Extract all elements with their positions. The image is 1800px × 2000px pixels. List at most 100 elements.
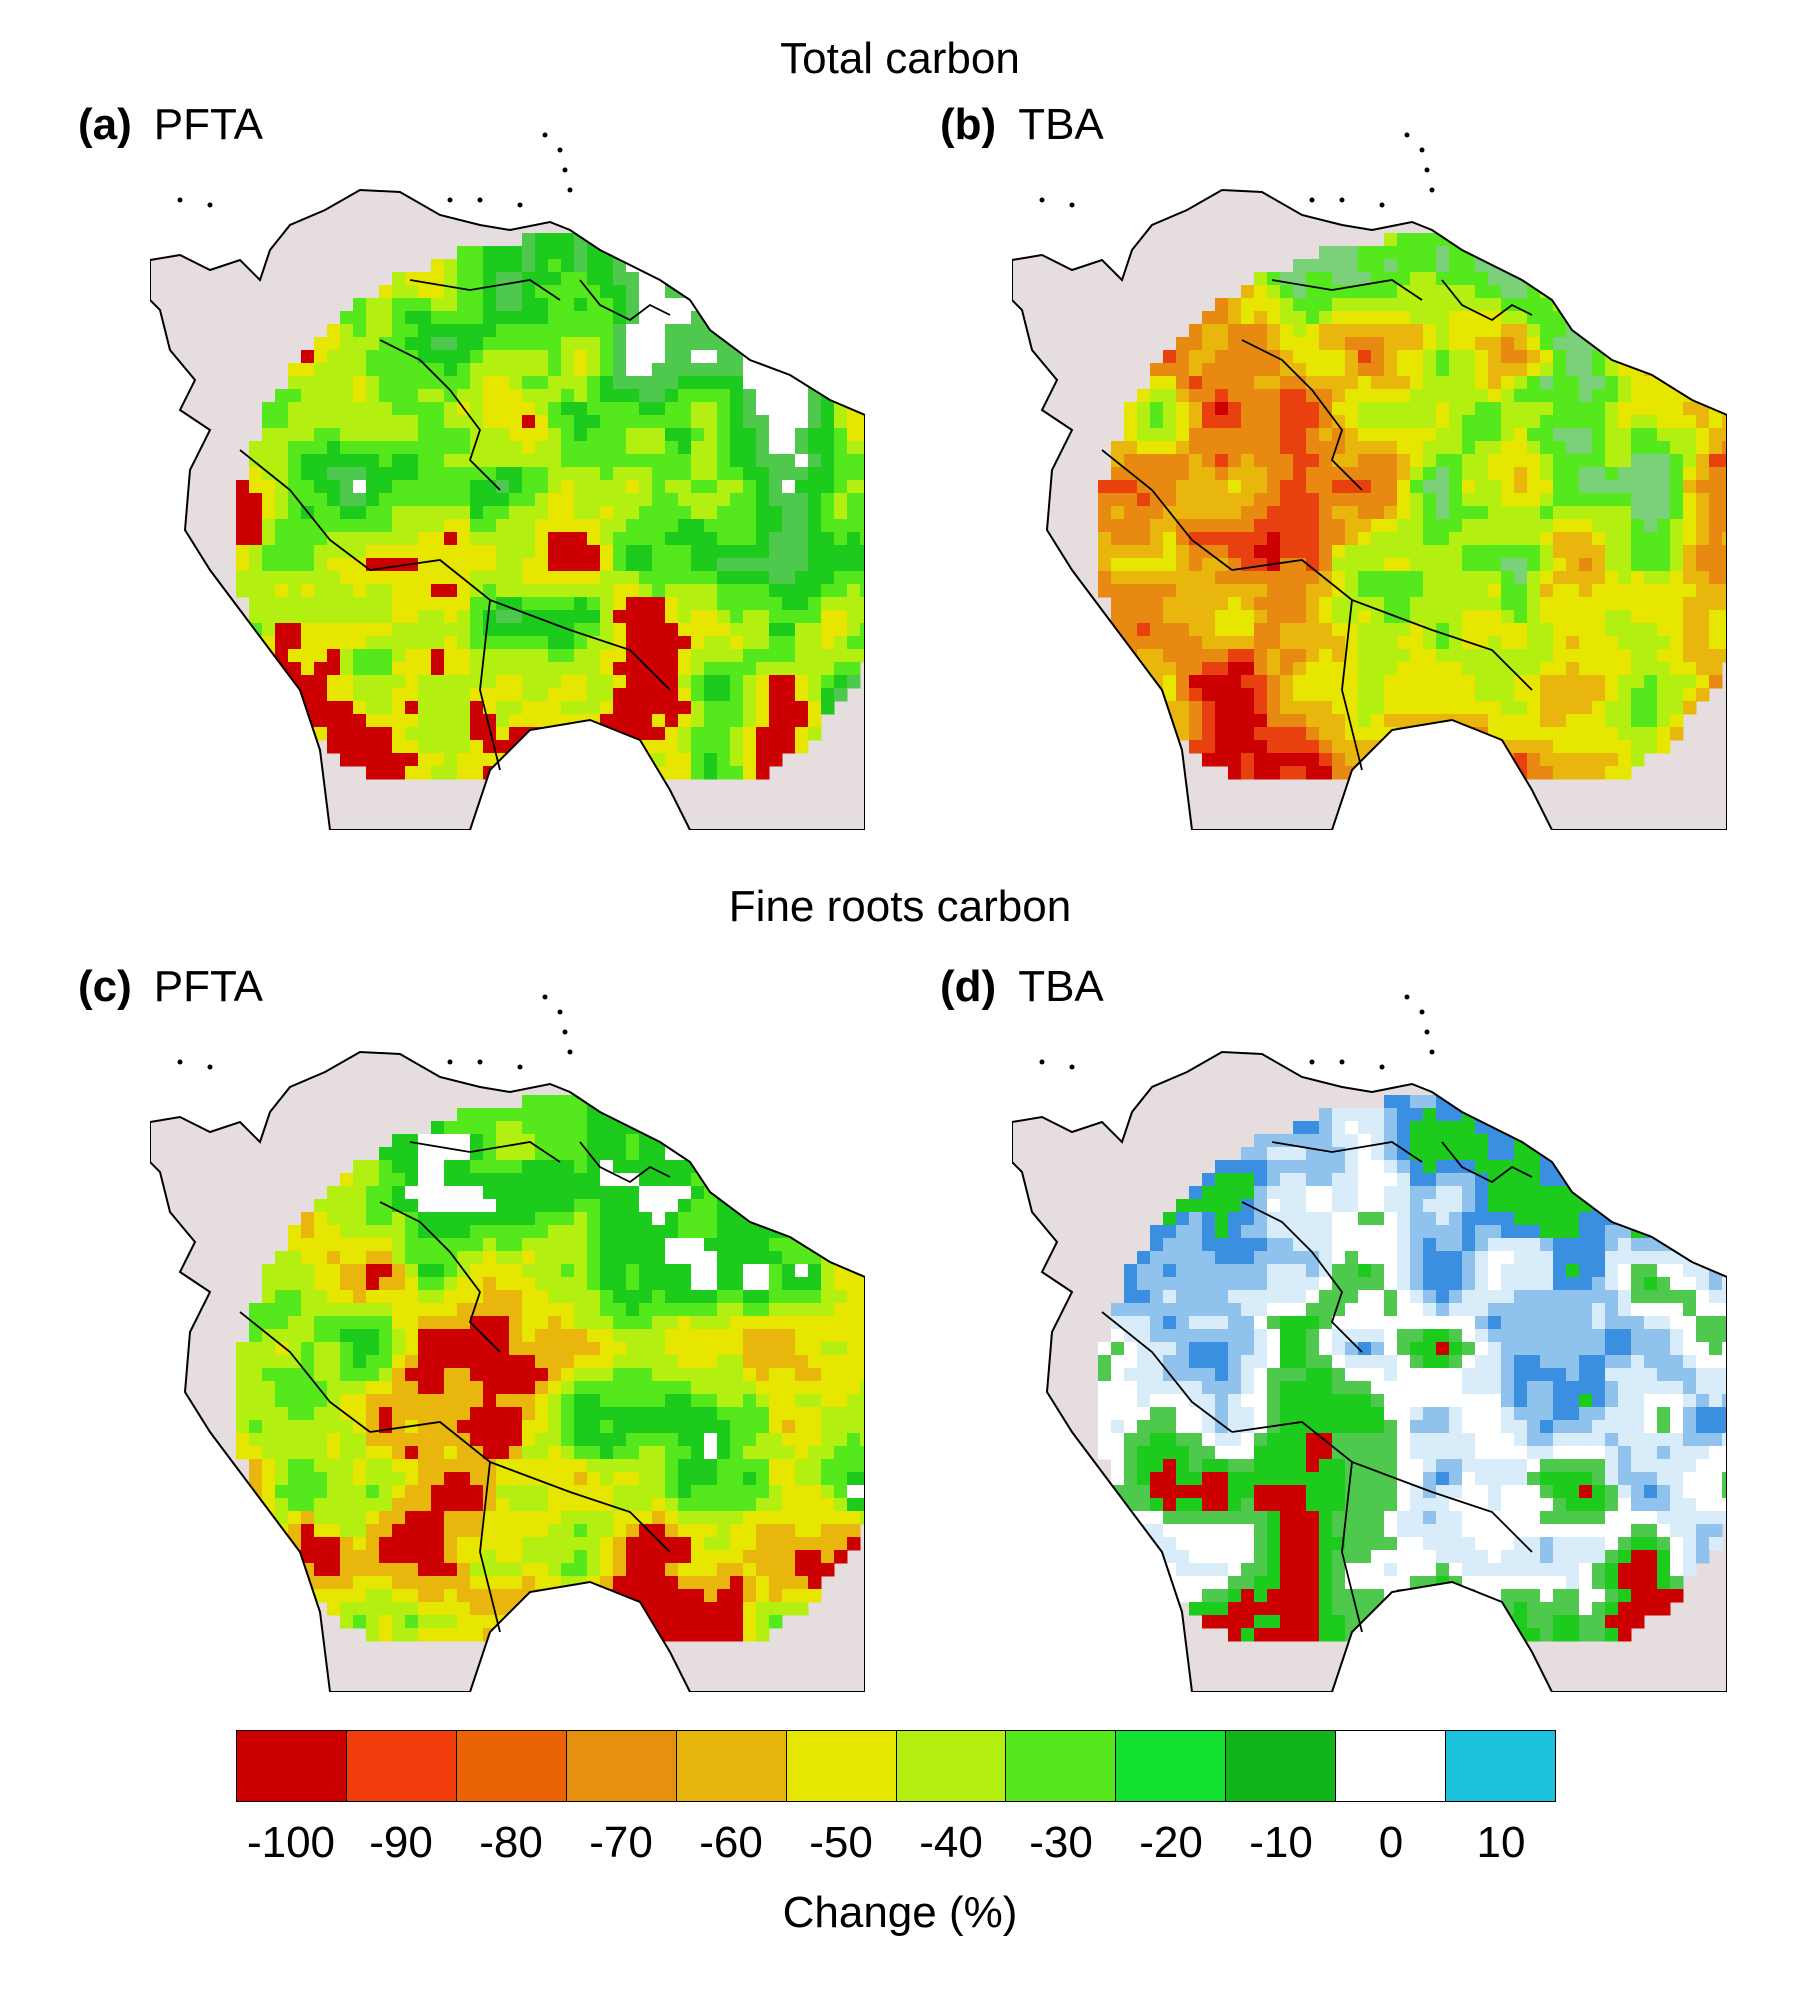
colorbar-swatch	[566, 1731, 677, 1801]
colorbar-swatch	[1116, 1731, 1227, 1801]
section-title-total-carbon: Total carbon	[780, 34, 1020, 83]
colorbar-tick-label: -40	[919, 1818, 983, 1867]
island-marker	[477, 197, 483, 203]
country-border	[479, 599, 501, 771]
map-panel-d	[1012, 994, 1727, 1692]
panel-label-c: (c) PFTA	[78, 962, 263, 1012]
panel-label-b: (b) TBA	[940, 100, 1104, 150]
colorbar-swatch	[1336, 1731, 1447, 1801]
country-border	[239, 449, 371, 571]
colorbar-tick-label: -60	[699, 1818, 763, 1867]
colorbar-swatch	[786, 1731, 897, 1801]
island-marker	[1404, 994, 1410, 1000]
panel-letter: (a)	[78, 100, 132, 149]
panel-name: PFTA	[153, 100, 263, 149]
country-border	[1101, 449, 1233, 571]
island-marker	[562, 167, 568, 173]
island-marker	[177, 197, 183, 203]
island-marker	[207, 202, 213, 208]
country-border	[239, 1311, 371, 1433]
island-marker	[1339, 197, 1345, 203]
colorbar-tick-label: -10	[1249, 1818, 1313, 1867]
colorbar-swatch	[346, 1731, 457, 1801]
island-marker	[567, 1049, 573, 1055]
country-border	[1441, 279, 1533, 322]
coastline	[1012, 1050, 1727, 1692]
country-border	[1441, 1141, 1533, 1184]
panel-letter: (c)	[78, 962, 132, 1011]
colorbar-swatch	[237, 1731, 347, 1801]
country-border	[1101, 1311, 1233, 1433]
island-marker	[1429, 187, 1435, 193]
colorbar-tick-label: -100	[246, 1818, 336, 1867]
map-panel-b	[1012, 132, 1727, 830]
country-border	[579, 279, 671, 322]
colorbar-tick-label: 0	[1378, 1818, 1404, 1867]
island-marker	[542, 994, 548, 1000]
colorbar-label: Change (%)	[782, 1888, 1018, 1937]
island-marker	[1039, 1059, 1045, 1065]
island-marker	[1419, 147, 1425, 153]
island-marker	[557, 1009, 563, 1015]
colorbar-tick-label: -80	[479, 1818, 543, 1867]
island-marker	[1069, 1064, 1075, 1070]
panel-name: TBA	[1018, 962, 1104, 1011]
island-marker	[477, 1059, 483, 1065]
country-border	[1231, 559, 1533, 691]
country-border	[1271, 1141, 1423, 1163]
island-marker	[1424, 1029, 1430, 1035]
colorbar-swatch	[1226, 1731, 1337, 1801]
country-border	[379, 1201, 501, 1353]
coastline	[150, 188, 865, 830]
colorbar-tick-label: -90	[369, 1818, 433, 1867]
island-marker	[177, 1059, 183, 1065]
panel-label-d: (d) TBA	[940, 962, 1104, 1012]
island-marker	[517, 202, 523, 208]
panel-name: TBA	[1018, 100, 1104, 149]
country-border	[379, 339, 501, 491]
panel-letter: (b)	[940, 100, 997, 149]
island-marker	[1424, 167, 1430, 173]
island-marker	[542, 132, 548, 138]
panel-letter: (d)	[940, 962, 997, 1011]
section-title-fine-roots-carbon: Fine roots carbon	[728, 882, 1072, 931]
island-marker	[447, 1059, 453, 1065]
colorbar	[236, 1730, 1556, 1802]
island-marker	[562, 1029, 568, 1035]
colorbar-swatch	[1006, 1731, 1117, 1801]
map-panel-a	[150, 132, 865, 830]
colorbar-tick-label: -20	[1139, 1818, 1203, 1867]
panel-name: PFTA	[153, 962, 263, 1011]
island-marker	[1419, 1009, 1425, 1015]
island-marker	[1379, 1064, 1385, 1070]
island-marker	[1309, 197, 1315, 203]
colorbar-tick-label: -70	[589, 1818, 653, 1867]
island-marker	[207, 1064, 213, 1070]
island-marker	[447, 197, 453, 203]
island-marker	[1309, 1059, 1315, 1065]
country-border	[1231, 1421, 1533, 1553]
colorbar-swatch	[456, 1731, 567, 1801]
colorbar-swatch	[896, 1731, 1007, 1801]
island-marker	[567, 187, 573, 193]
panel-label-a: (a) PFTA	[78, 100, 263, 150]
island-marker	[1379, 202, 1385, 208]
country-border	[579, 1141, 671, 1184]
island-marker	[1039, 197, 1045, 203]
country-border	[479, 1461, 501, 1633]
country-border	[1341, 599, 1363, 771]
country-border	[1241, 339, 1363, 491]
data-grid	[236, 1095, 865, 1642]
country-border	[369, 559, 671, 691]
country-border	[1341, 1461, 1363, 1633]
colorbar-tick-label: 10	[1476, 1818, 1526, 1867]
map-panel-c	[150, 994, 865, 1692]
island-marker	[1339, 1059, 1345, 1065]
country-border	[1271, 279, 1423, 301]
colorbar-swatch	[1446, 1731, 1556, 1801]
island-marker	[557, 147, 563, 153]
coastline	[1012, 188, 1727, 830]
colorbar-tick-label: -50	[809, 1818, 873, 1867]
country-border	[409, 279, 561, 301]
island-marker	[1069, 202, 1075, 208]
